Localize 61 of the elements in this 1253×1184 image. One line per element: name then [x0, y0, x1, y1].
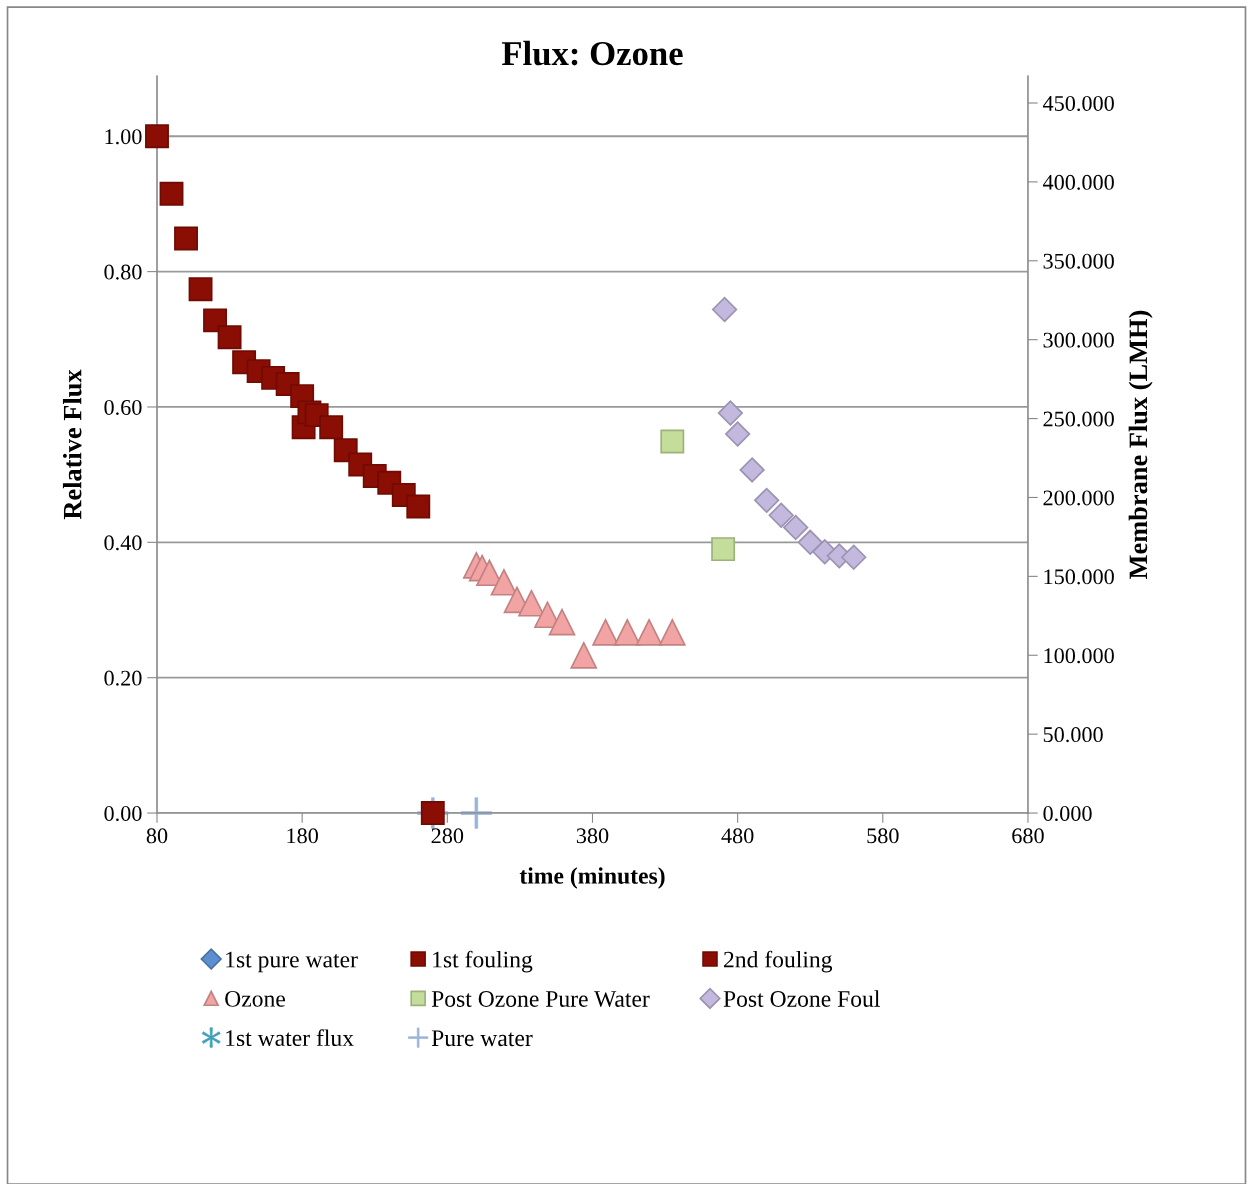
- point: [711, 537, 736, 562]
- y-tick-label: 0.20: [104, 670, 142, 686]
- point: [145, 124, 169, 149]
- point: [797, 529, 823, 555]
- point: [635, 619, 663, 646]
- point: [754, 487, 780, 513]
- x-tick-label: 680: [1012, 828, 1044, 844]
- x-tick-label: 80: [146, 828, 168, 844]
- y-axis-title: Relative Flux: [62, 369, 82, 520]
- y2-tick-label: 150.000: [1044, 569, 1114, 585]
- legend-label: 1st water flux: [226, 1029, 354, 1047]
- y-tick-label: 1.00: [105, 129, 142, 145]
- point: [660, 429, 685, 454]
- point: [658, 619, 686, 646]
- point: [783, 514, 809, 541]
- y2-tick-label: 450.000: [1042, 95, 1114, 112]
- y2-tick-label: 200.000: [1043, 490, 1114, 506]
- x-tick-label: 280: [431, 828, 464, 844]
- legend-label: 1st pure water: [226, 951, 358, 973]
- y-tick-label: 0.40: [104, 535, 142, 551]
- point: [717, 400, 744, 426]
- y2-tick-label: 300.000: [1043, 332, 1114, 348]
- point: [711, 296, 738, 323]
- point: [174, 226, 198, 251]
- point: [406, 494, 431, 519]
- point: [739, 457, 765, 483]
- point: [768, 502, 794, 528]
- point: [188, 277, 213, 302]
- point: [570, 642, 598, 669]
- point: [159, 181, 184, 206]
- y2-axis-title: Membrane Flux (LMH): [1128, 310, 1153, 579]
- y-tick-label: 0.60: [104, 399, 142, 415]
- x-axis-title: time (minutes): [519, 867, 665, 889]
- point: [548, 608, 576, 636]
- y2-tick-label: 100.000: [1044, 648, 1114, 664]
- point: [217, 325, 242, 350]
- legend-label: Post Ozone Pure Water: [431, 991, 650, 1007]
- y2-tick-label: 0.000: [1043, 805, 1092, 822]
- x-tick-label: 580: [867, 828, 899, 844]
- y2-tick-label: 400.000: [1042, 174, 1114, 190]
- legend-label: 1st fouling: [433, 950, 533, 973]
- x-tick-label: 480: [721, 828, 754, 844]
- point: [725, 421, 751, 447]
- legend-label: 2nd fouling: [724, 950, 833, 973]
- point: [613, 619, 641, 646]
- chart-title: Flux: Ozone: [501, 40, 683, 66]
- point: [490, 568, 518, 596]
- y2-tick-label: 250.000: [1043, 411, 1114, 427]
- y-tick-label: 0.80: [104, 264, 142, 280]
- x-tick-label: 180: [287, 828, 318, 844]
- y2-tick-label: 50.000: [1043, 727, 1103, 743]
- legend-label: Ozone: [225, 990, 285, 1007]
- y-tick-label: 0.00: [104, 805, 142, 822]
- y2-tick-label: 350.000: [1043, 253, 1114, 269]
- legend-label: Pure water: [431, 1030, 533, 1047]
- legend-label: Post Ozone Foul: [723, 990, 880, 1007]
- point: [518, 589, 545, 617]
- point: [841, 544, 867, 570]
- x-tick-label: 380: [576, 828, 609, 844]
- point: [592, 619, 619, 646]
- point: [319, 415, 344, 440]
